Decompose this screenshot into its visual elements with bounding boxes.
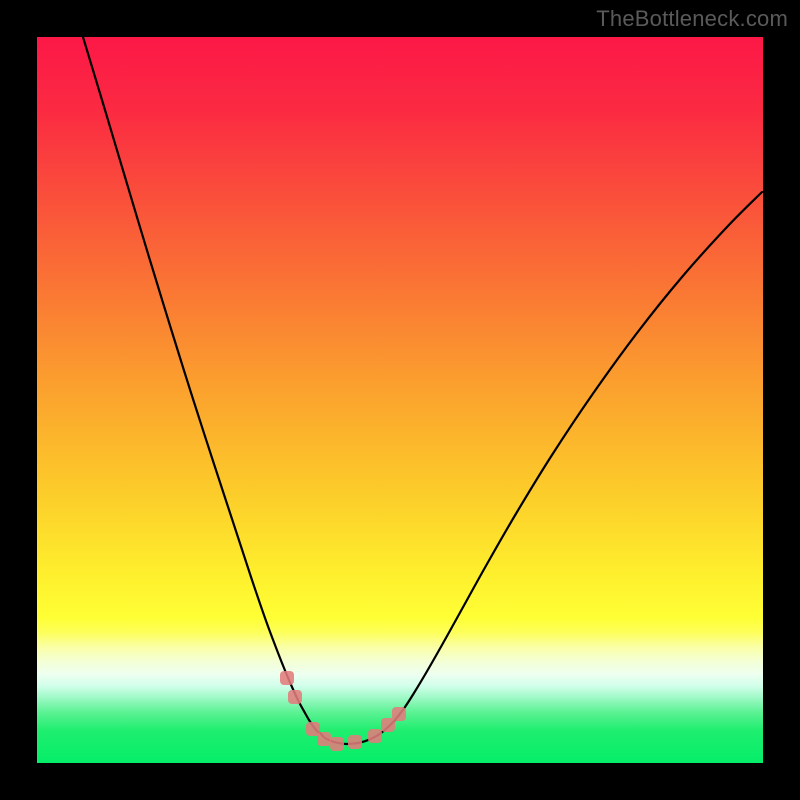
- data-marker: [280, 671, 294, 685]
- data-marker: [348, 735, 362, 749]
- data-marker: [330, 737, 344, 751]
- data-marker: [368, 729, 382, 743]
- watermark-text: TheBottleneck.com: [596, 6, 788, 32]
- plot-area: [37, 37, 763, 763]
- data-marker: [288, 690, 302, 704]
- data-marker: [317, 732, 331, 746]
- data-marker: [392, 707, 406, 721]
- data-marker: [381, 718, 395, 732]
- plot-background: [37, 37, 763, 763]
- chart-container: TheBottleneck.com: [0, 0, 800, 800]
- plot-svg: [37, 37, 763, 763]
